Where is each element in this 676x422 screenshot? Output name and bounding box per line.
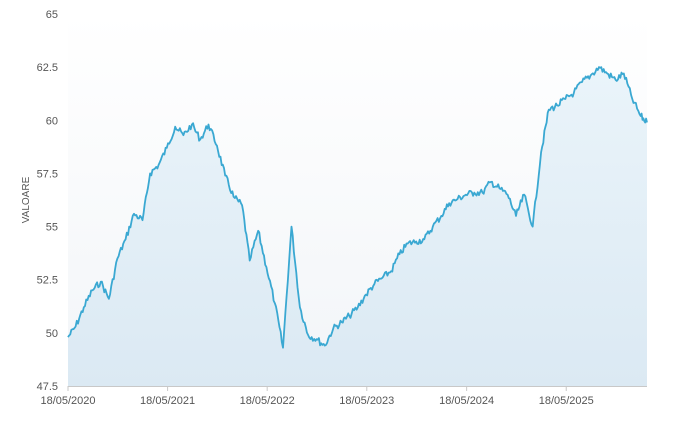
x-tick-label: 18/05/2022 <box>240 395 295 407</box>
x-tick-label: 18/05/2021 <box>140 395 195 407</box>
series-line <box>67 66 648 349</box>
area-layer <box>68 67 647 386</box>
y-tick-label: 62.5 <box>37 62 58 74</box>
y-tick-label: 47.5 <box>37 381 58 393</box>
y-tick-label: 55 <box>46 222 58 234</box>
x-tick-label: 18/05/2025 <box>539 395 594 407</box>
x-axis-ticks: 18/05/2020 18/05/2021 18/05/2022 18/05/2023… <box>40 386 594 407</box>
y-axis-ticks: 47.5 50 52.5 55 57.5 60 62.5 65 <box>37 9 58 393</box>
series-area <box>68 67 647 386</box>
y-tick-label: 60 <box>46 115 58 127</box>
y-axis-label: VALOARE <box>21 176 32 223</box>
x-tick-label: 18/05/2023 <box>339 395 394 407</box>
y-tick-label: 57.5 <box>37 168 58 180</box>
line-layer <box>67 66 648 349</box>
x-tick-label: 18/05/2024 <box>439 395 494 407</box>
y-tick-label: 50 <box>46 328 58 340</box>
x-tick-label: 18/05/2020 <box>40 395 95 407</box>
y-tick-label: 52.5 <box>37 275 58 287</box>
y-tick-label: 65 <box>46 9 58 21</box>
